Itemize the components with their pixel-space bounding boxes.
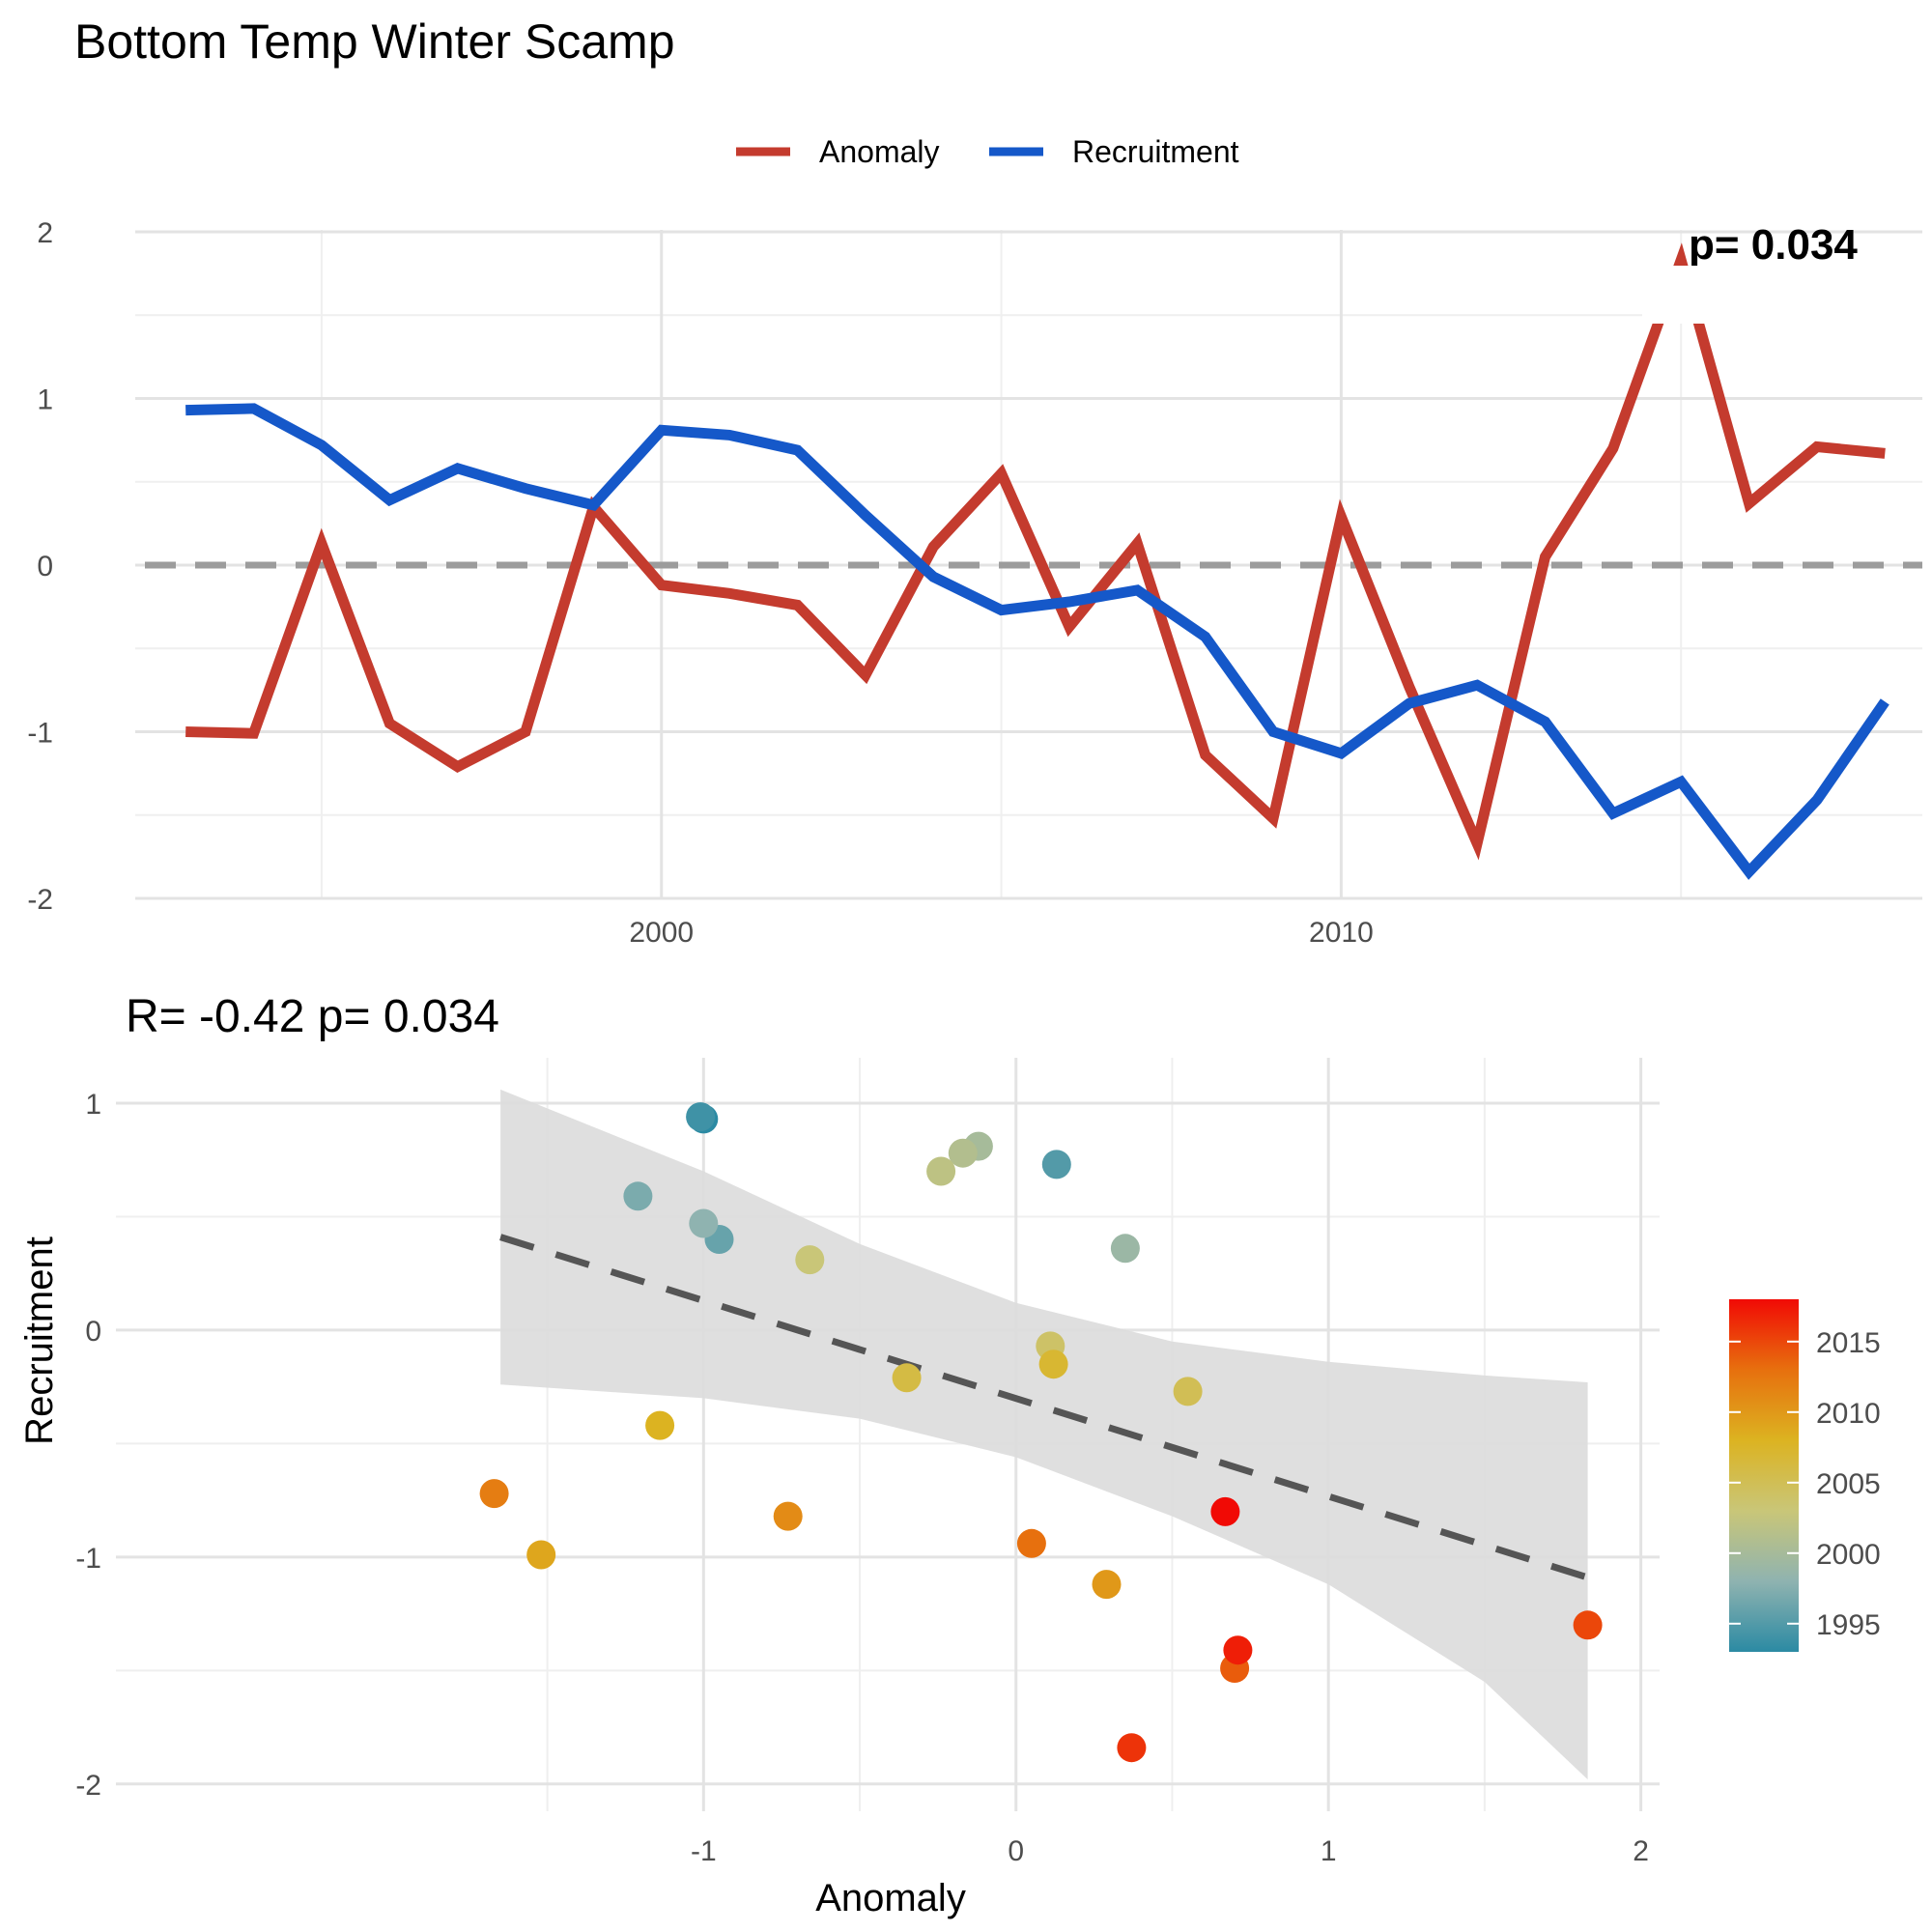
scatter-point-2008 [645, 1410, 675, 1440]
scatter-point-2005 [1173, 1377, 1203, 1406]
scatter-point-1994 [686, 1102, 716, 1132]
corner-label-clip [1642, 266, 1932, 324]
time-series-lines [185, 242, 1889, 880]
x-tick-label: 2000 [629, 917, 694, 949]
colorbar-ticks: 2015 2010 2005 2000 1995 [1729, 1327, 1881, 1641]
scatter-point-2018 [1210, 1496, 1240, 1526]
scatter-point-2009 [526, 1540, 556, 1570]
scatter-panel: 1 0 -1 -2 -1 0 1 2 Anomaly Recruitment [18, 1058, 1660, 1919]
y-tick-label: 1 [37, 384, 53, 416]
confidence-band [500, 1089, 1588, 1780]
figure-title: Bottom Temp Winter Scamp [74, 14, 675, 69]
y-tick-label: 0 [37, 551, 53, 582]
scatter-point-1995 [1041, 1150, 1071, 1179]
y-tick-label: -1 [75, 1543, 101, 1575]
colorbar-tick-label: 2010 [1816, 1398, 1881, 1430]
series-line-anomaly [185, 242, 1886, 861]
colorbar-tick-label: 2000 [1816, 1539, 1881, 1571]
series-line-recruitment [185, 403, 1889, 880]
y-tick-label: -2 [75, 1770, 101, 1802]
corner-p-value-label: p= 0.034 [1689, 221, 1858, 269]
scatter-point-2013 [1016, 1528, 1046, 1558]
scatter-point-1997 [623, 1181, 653, 1211]
series-legend: Anomaly Recruitment [736, 134, 1239, 169]
scatter-subtitle: R= -0.42 p= 0.034 [126, 991, 499, 1042]
scatter-tick-labels: 1 0 -1 -2 -1 0 1 2 [75, 1089, 1649, 1867]
scatter-point-2001 [948, 1138, 978, 1168]
colorbar-tick-label: 2005 [1816, 1468, 1881, 1500]
time-series-tick-labels: 2 1 0 -1 -2 2000 2010 [27, 217, 1373, 949]
y-tick-label: 0 [85, 1316, 101, 1348]
scatter-point-2017 [1223, 1635, 1253, 1665]
legend-label-anomaly: Anomaly [819, 134, 940, 169]
x-tick-label: 0 [1008, 1835, 1024, 1867]
scatter-point-2011 [773, 1501, 803, 1531]
scatter-point-2015 [1573, 1610, 1603, 1640]
scatter-point-1998 [689, 1208, 719, 1238]
legend-label-recruitment: Recruitment [1072, 134, 1239, 169]
regression-line [499, 1234, 1589, 1581]
scatter-point-2003 [795, 1245, 825, 1275]
x-axis-title: Anomaly [815, 1877, 966, 1919]
colorbar-gradient [1729, 1299, 1799, 1652]
y-axis-title: Recruitment [18, 1236, 61, 1445]
scatter-point-2002 [926, 1156, 956, 1186]
x-tick-label: -1 [691, 1835, 717, 1867]
time-series-panel: 2 1 0 -1 -2 2000 2010 p= 0.034 [27, 217, 1932, 949]
scatter-point-2006 [892, 1363, 922, 1393]
scatter-point-2007 [1038, 1350, 1068, 1379]
scatter-point-2010 [1092, 1570, 1122, 1600]
x-tick-label: 2010 [1309, 917, 1374, 949]
y-tick-label: 2 [37, 217, 53, 249]
colorbar-tick-label: 2015 [1816, 1327, 1881, 1359]
scatter-points [479, 1102, 1603, 1763]
time-series-grid [135, 230, 1922, 900]
colorbar-tick-label: 1995 [1816, 1609, 1881, 1641]
scatter-point-2012 [479, 1479, 509, 1509]
scatter-point-2016 [1117, 1733, 1147, 1763]
y-tick-label: -1 [27, 718, 53, 750]
y-tick-label: 1 [85, 1089, 101, 1121]
year-colorbar: 2015 2010 2005 2000 1995 [1729, 1299, 1881, 1652]
scatter-point-1999 [1110, 1234, 1140, 1264]
x-tick-label: 2 [1633, 1835, 1649, 1867]
x-tick-label: 1 [1321, 1835, 1337, 1867]
y-tick-label: -2 [27, 884, 53, 916]
